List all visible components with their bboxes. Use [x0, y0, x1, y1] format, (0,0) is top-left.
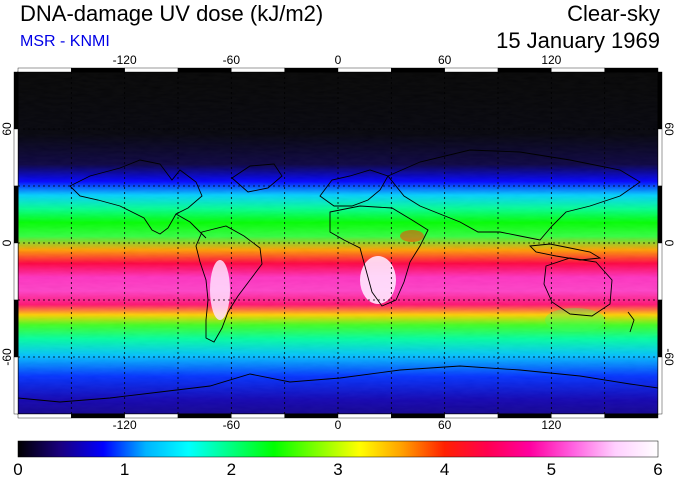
lat-tick-label-right: 60: [662, 122, 676, 136]
colorbar-tick-label: 4: [440, 460, 449, 479]
top-border-bar: [497, 67, 552, 73]
axis-tick-labels: -120 -120 -60 -60 0 0 60 60 120 120 60 60 0 0 -60 -60: [0, 53, 676, 432]
left-border-bar: [13, 128, 19, 187]
top-border-bar: [604, 67, 659, 73]
left-border-bar: [13, 242, 19, 301]
lat-tick-label-right: 0: [662, 240, 676, 247]
africa-hotspot: [360, 256, 396, 304]
right-border-bar: [657, 185, 663, 244]
top-border-bar: [444, 67, 499, 73]
bottom-border-bar: [444, 413, 499, 419]
africa-orange-patch: [400, 230, 424, 242]
lon-tick-label-top: 120: [541, 53, 561, 67]
coast-asia: [387, 149, 641, 241]
left-border-bar: [13, 299, 19, 358]
coast-australia: [543, 257, 613, 317]
lat-tick-label-right: -60: [662, 348, 676, 366]
bottom-border-bar: [17, 413, 72, 419]
top-border-bar: [71, 67, 125, 73]
lon-tick-label-bottom: -120: [113, 418, 137, 432]
lon-tick-label-bottom: 60: [438, 418, 452, 432]
top-border-bar: [391, 67, 445, 73]
colorbar-tick-label: 0: [13, 460, 22, 479]
coast-south-america: [195, 225, 263, 343]
sky-condition-label: Clear-sky: [567, 1, 660, 26]
colorbar: 0 1 2 3 4 5 6: [13, 440, 663, 479]
right-border-bar: [657, 356, 663, 415]
top-border-bar: [177, 67, 232, 73]
graticule: [18, 72, 658, 414]
lon-tick-label-bottom: 120: [541, 418, 561, 432]
map-area: [17, 71, 659, 415]
bottom-border-bar: [391, 413, 445, 419]
lon-tick-label-top: -120: [113, 53, 137, 67]
date-label: 15 January 1969: [496, 28, 660, 53]
top-border-bar: [284, 67, 339, 73]
top-border-bar: [124, 67, 179, 73]
right-border-bar: [657, 128, 663, 187]
lon-tick-label-top: 0: [335, 53, 342, 67]
coastlines: [17, 149, 659, 403]
bottom-border-bar: [284, 413, 339, 419]
map-title: DNA-damage UV dose (kJ/m2): [20, 1, 324, 26]
coast-europe: [319, 169, 389, 207]
lon-tick-label-bottom: 0: [335, 418, 342, 432]
coast-new-zealand: [627, 311, 635, 333]
lon-tick-label-top: -60: [223, 53, 241, 67]
source-label: MSR - KNMI: [20, 33, 110, 50]
lon-tick-label-top: 60: [438, 53, 452, 67]
bottom-border-bar: [604, 413, 659, 419]
colorbar-ramp: [17, 440, 659, 458]
top-border-bar: [17, 67, 72, 73]
coast-antarctica: [17, 365, 659, 403]
right-border-bar: [657, 299, 663, 358]
left-border-bar: [13, 185, 19, 244]
lat-tick-label-left: 60: [0, 122, 14, 136]
lat-tick-label-left: 0: [0, 239, 14, 246]
lat-tick-label-left: -60: [0, 348, 14, 366]
colorbar-tick-label: 5: [547, 460, 556, 479]
south-america-hotspot: [210, 260, 230, 320]
right-border-bar: [657, 242, 663, 301]
colorbar-tick-label: 2: [227, 460, 236, 479]
coast-greenland: [231, 163, 283, 193]
bottom-border-bar: [337, 413, 392, 419]
lon-tick-label-bottom: -60: [223, 418, 241, 432]
colorbar-tick-label: 1: [120, 460, 129, 479]
coast-north-america: [69, 159, 203, 235]
left-border-bar: [13, 71, 19, 130]
right-border-bar: [657, 71, 663, 130]
colorbar-tick-label: 6: [653, 460, 662, 479]
left-border-bar: [13, 356, 19, 415]
map-border-bars: [13, 67, 663, 419]
coast-central-america: [175, 213, 207, 239]
top-border-bar: [231, 67, 285, 73]
australia-green-patch: [545, 308, 605, 332]
coast-africa: [329, 205, 429, 307]
top-border-bar: [337, 67, 392, 73]
top-border-bar: [551, 67, 605, 73]
coast-indonesia: [529, 243, 602, 261]
colorbar-tick-label: 3: [333, 460, 342, 479]
